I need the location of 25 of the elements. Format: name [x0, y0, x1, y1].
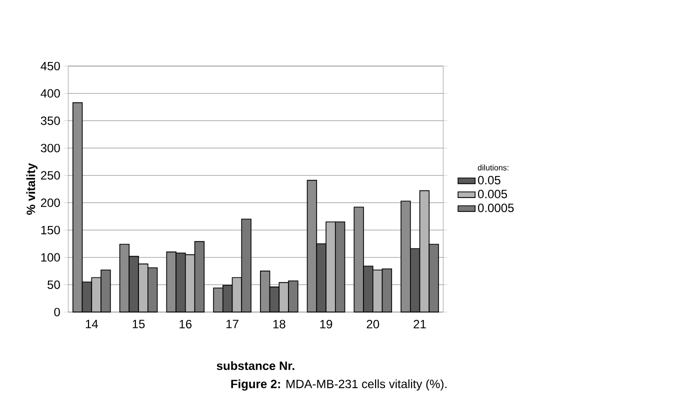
legend-label: 0.0005: [478, 204, 514, 212]
y-tick-label: 300: [40, 144, 60, 152]
y-axis-title: % vitality: [26, 163, 38, 215]
legend-title: dilutions:: [478, 164, 508, 170]
x-tick-label: 16: [180, 320, 192, 328]
text: Figure 2: MDA-MB-231 cells vitality (%).: [231, 379, 446, 391]
x-tick-label: 17: [226, 320, 238, 328]
y-tick-label: 450: [40, 62, 60, 70]
legend-label: 0.005: [478, 190, 508, 198]
y-tick-label: 400: [40, 89, 60, 98]
x-tick-label: 21: [414, 320, 426, 328]
x-tick-label: 15: [132, 320, 145, 328]
x-tick-label: 19: [320, 320, 332, 328]
y-tick-label: 50: [48, 280, 60, 289]
y-tick-label: 150: [41, 226, 60, 234]
x-tick-label: 20: [366, 320, 380, 328]
legend-label: 0.05: [478, 176, 500, 184]
y-tick-label: 250: [40, 171, 60, 180]
y-tick-label: 100: [41, 253, 60, 262]
y-tick-label: 350: [40, 116, 60, 125]
x-tick-label: 14: [86, 320, 98, 328]
y-tick-label: 0: [54, 308, 60, 316]
x-axis-title: substance Nr.: [216, 361, 294, 370]
x-tick-label: 18: [273, 320, 286, 328]
y-tick-label: 200: [40, 198, 60, 207]
